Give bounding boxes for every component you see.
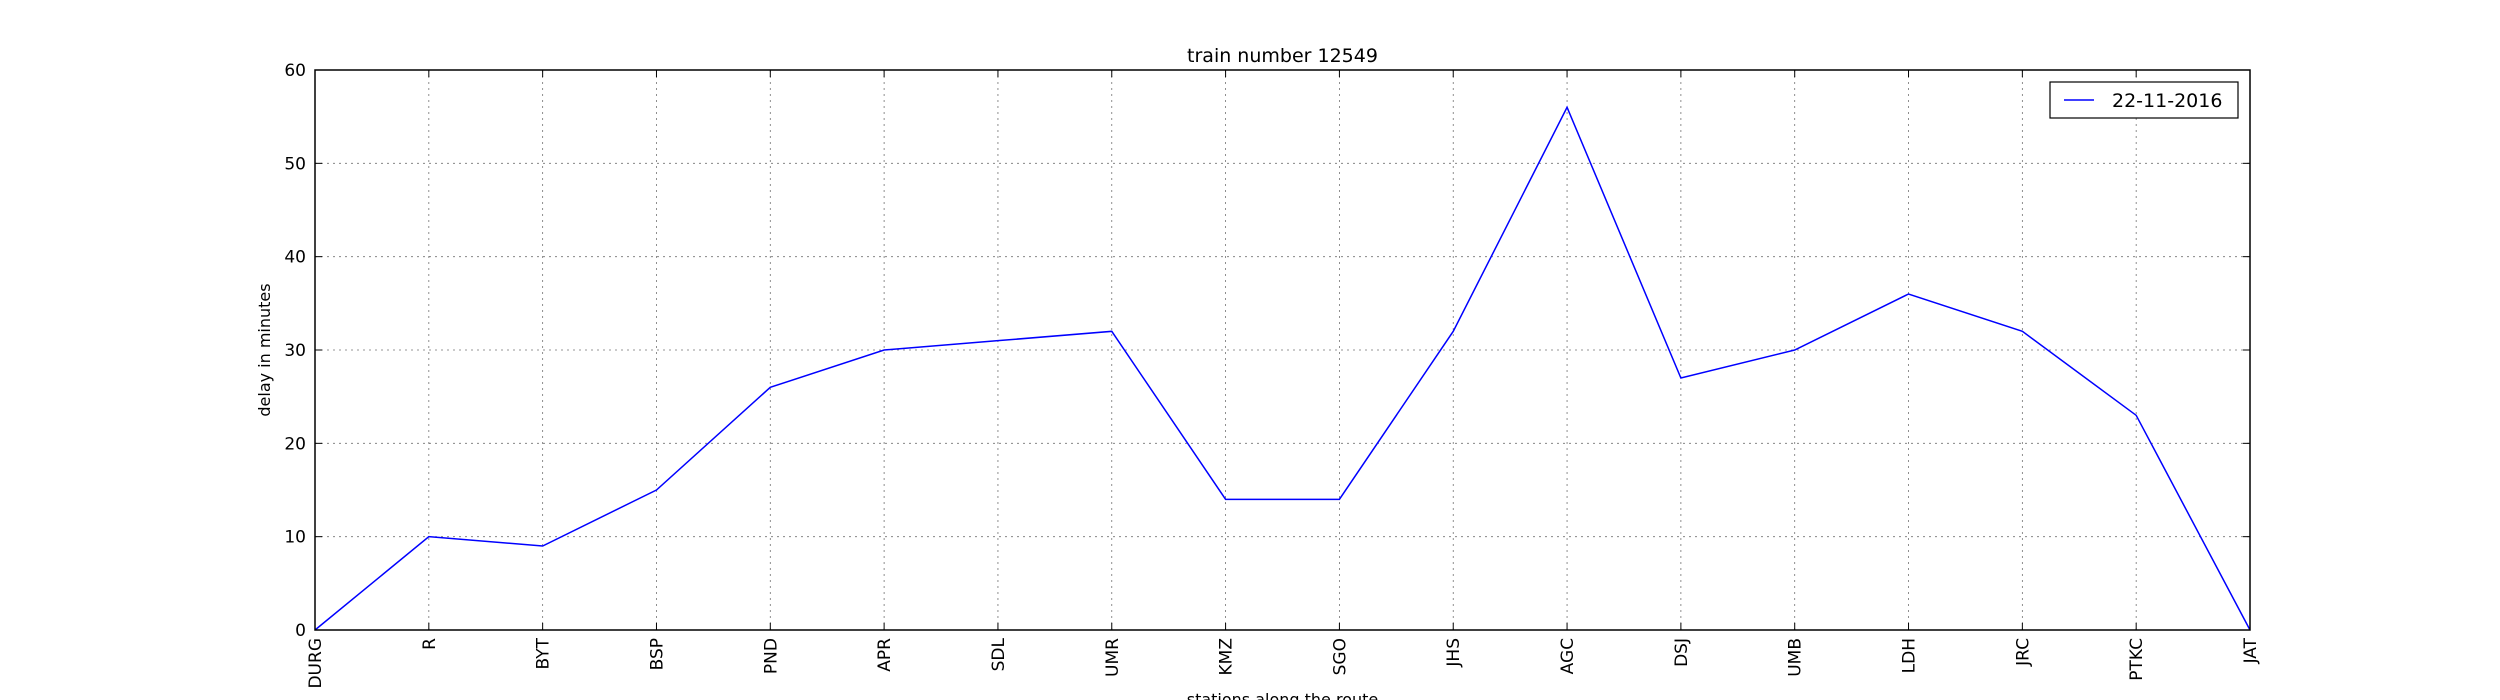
x-tick-label: UMR (1103, 638, 1123, 677)
x-tick-label: DURG (306, 638, 326, 689)
x-tick-label: AGC (1558, 638, 1578, 674)
x-tick-label: SDL (989, 637, 1009, 671)
y-tick-label: 60 (284, 61, 306, 81)
y-axis-label: delay in minutes (255, 283, 274, 416)
x-tick-label: BYT (534, 637, 554, 669)
y-tick-label: 30 (284, 341, 306, 361)
x-tick-label: BSP (647, 638, 667, 670)
x-tick-label: APR (875, 638, 895, 672)
legend: 22-11-2016 (2049, 81, 2239, 119)
series-layer (314, 105, 2251, 631)
x-tick-label: DSJ (1672, 638, 1692, 667)
x-tick-label: JRC (2013, 638, 2033, 667)
x-axis: DURG R BYT BSP PND APR SDL UMR KMZ SGO JHS AGC DSJ UM… (306, 70, 2261, 689)
x-tick-label: SGO (1330, 638, 1350, 675)
y-tick-label: 50 (284, 154, 306, 174)
x-tick-label: PND (761, 638, 781, 674)
x-tick-label: PTKC (2127, 638, 2147, 681)
legend-series-label: 22-11-2016 (2112, 90, 2222, 112)
x-tick-label: UMB (1786, 638, 1806, 677)
y-tick-label: 20 (284, 434, 306, 454)
x-tick-label: LDH (1900, 638, 1920, 673)
y-tick-label: 40 (284, 248, 306, 268)
y-tick-label: 10 (284, 528, 306, 548)
x-tick-label: KMZ (1217, 638, 1237, 675)
x-tick-label: JAT (2241, 637, 2261, 664)
y-axis: 0 10 20 30 40 50 60 (284, 61, 2250, 641)
y-tick-label: 0 (295, 621, 306, 641)
x-tick-label: R (420, 638, 440, 650)
x-tick-label: JHS (1444, 638, 1464, 668)
x-axis-label: stations along the route (1187, 690, 1379, 700)
series-line (314, 105, 2251, 631)
chart-title: train number 12549 (1187, 45, 1378, 67)
